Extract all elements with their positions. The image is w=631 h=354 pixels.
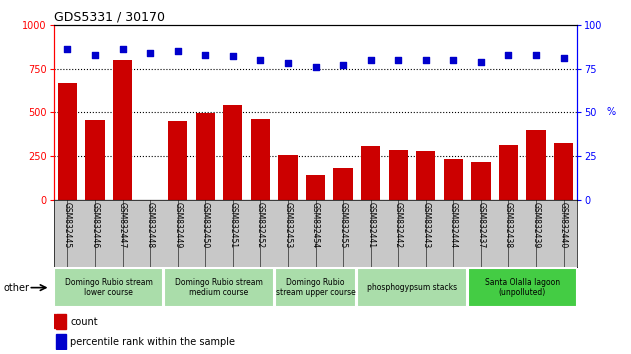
Point: [283, 61, 293, 66]
Text: GSM832447: GSM832447: [118, 202, 127, 248]
Text: GSM832441: GSM832441: [366, 202, 375, 248]
Bar: [85, 120, 105, 200]
Point: [228, 53, 238, 59]
Point: [421, 57, 431, 63]
Text: GSM832454: GSM832454: [311, 202, 320, 248]
Text: count: count: [71, 318, 98, 327]
Text: GSM832445: GSM832445: [63, 202, 72, 248]
Bar: [468, 268, 577, 307]
Bar: [165, 268, 274, 307]
Bar: [389, 150, 408, 200]
Text: GSM832440: GSM832440: [559, 202, 568, 248]
Point: [338, 62, 348, 68]
Point: [256, 57, 266, 63]
Bar: [554, 143, 573, 200]
Bar: [526, 130, 546, 200]
Bar: [444, 159, 463, 200]
Bar: [416, 151, 435, 200]
Text: GSM832449: GSM832449: [173, 202, 182, 248]
Point: [145, 50, 155, 56]
Text: Santa Olalla lagoon
(unpolluted): Santa Olalla lagoon (unpolluted): [485, 278, 560, 297]
Point: [173, 48, 183, 54]
Point: [62, 46, 73, 52]
Y-axis label: %: %: [606, 107, 616, 118]
Text: GSM832451: GSM832451: [228, 202, 237, 248]
Bar: [274, 268, 357, 307]
Bar: [251, 119, 270, 200]
Text: percentile rank within the sample: percentile rank within the sample: [71, 337, 235, 347]
Bar: [333, 167, 353, 200]
Text: GSM832444: GSM832444: [449, 202, 458, 248]
Text: GSM832438: GSM832438: [504, 202, 513, 248]
Text: phosphogypsum stacks: phosphogypsum stacks: [367, 283, 457, 292]
Point: [531, 52, 541, 57]
Bar: [54, 268, 163, 307]
Text: GSM832442: GSM832442: [394, 202, 403, 248]
Text: GSM832443: GSM832443: [422, 202, 430, 248]
Text: GSM832450: GSM832450: [201, 202, 209, 248]
Bar: [58, 82, 77, 200]
Text: Domingo Rubio stream
medium course: Domingo Rubio stream medium course: [175, 278, 263, 297]
Point: [200, 52, 210, 57]
Bar: [54, 314, 55, 328]
Bar: [498, 145, 518, 200]
Point: [476, 59, 486, 64]
Bar: [196, 113, 215, 200]
Point: [310, 64, 321, 70]
Text: GSM832452: GSM832452: [256, 202, 265, 248]
Bar: [56, 334, 66, 348]
Text: Domingo Rubio
stream upper course: Domingo Rubio stream upper course: [276, 278, 355, 297]
Point: [117, 46, 127, 52]
Text: other: other: [3, 282, 29, 293]
Bar: [306, 175, 325, 200]
Text: GSM832453: GSM832453: [283, 202, 292, 248]
Bar: [113, 60, 132, 200]
Text: GSM832446: GSM832446: [90, 202, 100, 248]
Bar: [56, 314, 66, 329]
Bar: [223, 104, 242, 200]
Point: [504, 52, 514, 57]
Bar: [278, 155, 298, 200]
Text: GSM832437: GSM832437: [476, 202, 485, 248]
Bar: [357, 268, 466, 307]
Point: [558, 55, 569, 61]
Bar: [168, 121, 187, 200]
Text: GSM832448: GSM832448: [146, 202, 155, 248]
Text: Domingo Rubio stream
lower course: Domingo Rubio stream lower course: [65, 278, 153, 297]
Bar: [471, 162, 490, 200]
Text: GDS5331 / 30170: GDS5331 / 30170: [54, 11, 165, 24]
Point: [393, 57, 403, 63]
Point: [365, 57, 375, 63]
Point: [448, 57, 458, 63]
Text: GSM832439: GSM832439: [531, 202, 541, 248]
Point: [90, 52, 100, 57]
Text: GSM832455: GSM832455: [339, 202, 348, 248]
Bar: [361, 146, 380, 200]
